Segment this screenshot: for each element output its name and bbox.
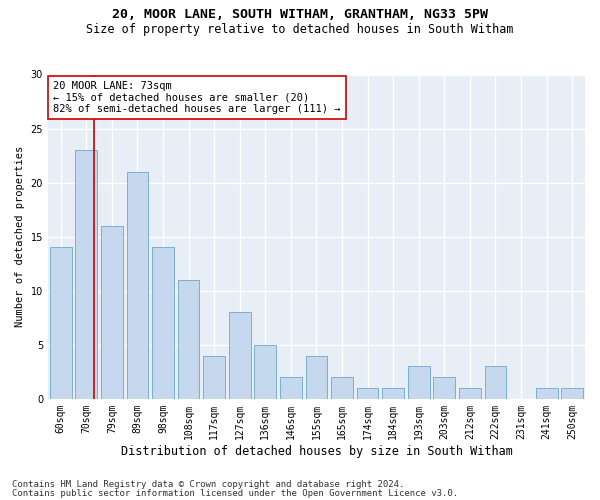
Bar	[331, 377, 353, 399]
Y-axis label: Number of detached properties: Number of detached properties	[15, 146, 25, 328]
Bar	[101, 226, 123, 399]
Bar	[485, 366, 506, 399]
Bar	[382, 388, 404, 399]
Bar	[50, 248, 71, 399]
Text: Contains public sector information licensed under the Open Government Licence v3: Contains public sector information licen…	[12, 488, 458, 498]
Bar	[280, 377, 302, 399]
Bar	[178, 280, 199, 399]
Bar	[536, 388, 557, 399]
Bar	[459, 388, 481, 399]
Text: Contains HM Land Registry data © Crown copyright and database right 2024.: Contains HM Land Registry data © Crown c…	[12, 480, 404, 489]
Bar	[562, 388, 583, 399]
Text: 20, MOOR LANE, SOUTH WITHAM, GRANTHAM, NG33 5PW: 20, MOOR LANE, SOUTH WITHAM, GRANTHAM, N…	[112, 8, 488, 20]
X-axis label: Distribution of detached houses by size in South Witham: Distribution of detached houses by size …	[121, 444, 512, 458]
Text: Size of property relative to detached houses in South Witham: Size of property relative to detached ho…	[86, 22, 514, 36]
Bar	[229, 312, 251, 399]
Bar	[357, 388, 379, 399]
Bar	[305, 356, 328, 399]
Bar	[408, 366, 430, 399]
Bar	[152, 248, 174, 399]
Bar	[127, 172, 148, 399]
Bar	[76, 150, 97, 399]
Bar	[254, 345, 276, 399]
Text: 20 MOOR LANE: 73sqm
← 15% of detached houses are smaller (20)
82% of semi-detach: 20 MOOR LANE: 73sqm ← 15% of detached ho…	[53, 81, 341, 114]
Bar	[203, 356, 225, 399]
Bar	[433, 377, 455, 399]
